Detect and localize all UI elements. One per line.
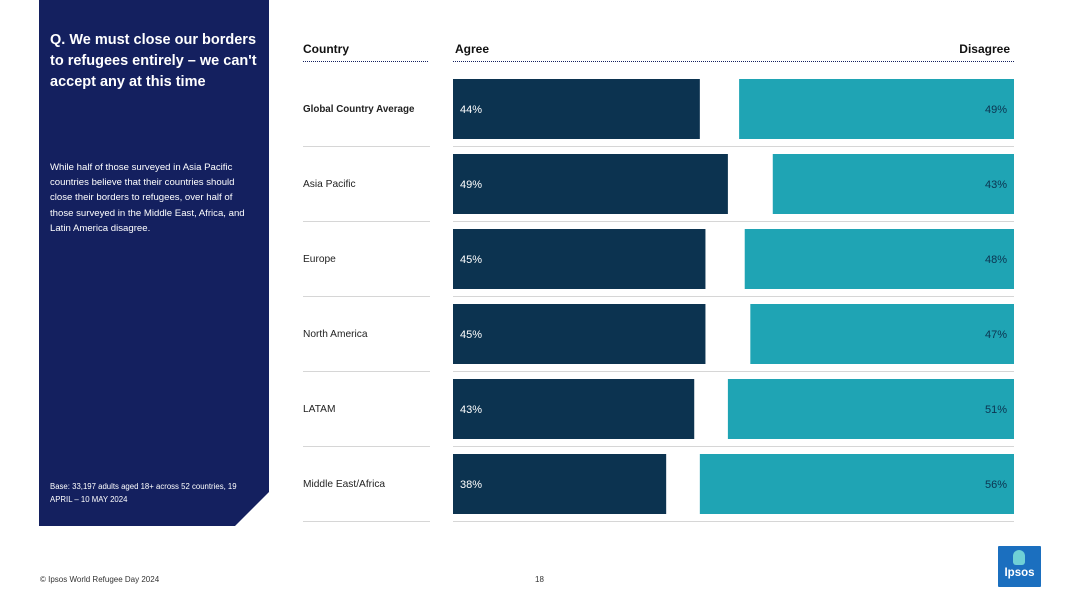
chart-row-separator bbox=[453, 221, 1014, 222]
disagree-bar-5 bbox=[699, 454, 1014, 514]
chart-row-separator bbox=[453, 146, 1014, 147]
agree-bar-4 bbox=[453, 379, 695, 439]
chart-row-separator bbox=[453, 521, 1014, 522]
disagree-label-2: 48% bbox=[985, 254, 1007, 266]
agree-label-2: 45% bbox=[460, 254, 482, 266]
disagree-label-5: 56% bbox=[985, 479, 1007, 491]
disagree-label-0: 49% bbox=[985, 104, 1007, 116]
disagree-bar-1 bbox=[772, 154, 1014, 214]
row-label-5: Middle East/Africa bbox=[303, 478, 386, 490]
agree-label-5: 38% bbox=[460, 479, 482, 491]
summary-text: While half of those surveyed in Asia Pac… bbox=[50, 162, 245, 234]
chart-row-separator bbox=[453, 296, 1014, 297]
agree-label-1: 49% bbox=[460, 179, 482, 191]
row-separator bbox=[303, 371, 430, 372]
agree-bar-1 bbox=[453, 154, 728, 214]
agree-bar-5 bbox=[453, 454, 667, 514]
chart-row-separator bbox=[453, 446, 1014, 447]
agree-bar-0 bbox=[453, 79, 700, 139]
row-label-2: Europe bbox=[303, 253, 336, 265]
page-number: 18 bbox=[535, 575, 544, 584]
agree-label-0: 44% bbox=[460, 104, 482, 116]
header-disagree: Disagree bbox=[959, 42, 1010, 56]
row-separator bbox=[303, 221, 430, 222]
disagree-bar-2 bbox=[744, 229, 1014, 289]
row-separator bbox=[303, 146, 430, 147]
header-country: Country bbox=[303, 42, 349, 56]
agree-label-4: 43% bbox=[460, 404, 482, 416]
question-panel: Q. We must close our borders to refugees… bbox=[39, 0, 269, 526]
ipsos-logo: Ipsos bbox=[998, 546, 1041, 587]
logo-figure-icon bbox=[1013, 550, 1025, 565]
row-label-3: North America bbox=[303, 328, 368, 340]
disagree-label-3: 47% bbox=[985, 329, 1007, 341]
agree-bar-2 bbox=[453, 229, 706, 289]
chart-header-rule bbox=[453, 61, 1014, 62]
question-title: Q. We must close our borders to refugees… bbox=[50, 32, 257, 90]
row-separator bbox=[303, 446, 430, 447]
agree-bar-3 bbox=[453, 304, 706, 364]
agree-label-3: 45% bbox=[460, 329, 482, 341]
row-label-1: Asia Pacific bbox=[303, 178, 356, 190]
row-label-0: Global Country Average bbox=[303, 103, 415, 115]
row-separator bbox=[303, 296, 430, 297]
disagree-bar-4 bbox=[727, 379, 1014, 439]
disagree-label-1: 43% bbox=[985, 179, 1007, 191]
footer-source: © Ipsos World Refugee Day 2024 bbox=[40, 575, 160, 584]
logo-wordmark: Ipsos bbox=[1004, 567, 1035, 579]
disagree-label-4: 51% bbox=[985, 404, 1007, 416]
base-note: Base: 33,197 adults aged 18+ across 52 c… bbox=[50, 482, 237, 504]
disagree-bar-0 bbox=[739, 79, 1014, 139]
country-header-rule bbox=[303, 61, 428, 62]
row-label-4: LATAM bbox=[303, 403, 336, 415]
header-agree: Agree bbox=[455, 42, 490, 56]
disagree-bar-3 bbox=[750, 304, 1014, 364]
row-separator bbox=[303, 521, 430, 522]
chart-row-separator bbox=[453, 371, 1014, 372]
